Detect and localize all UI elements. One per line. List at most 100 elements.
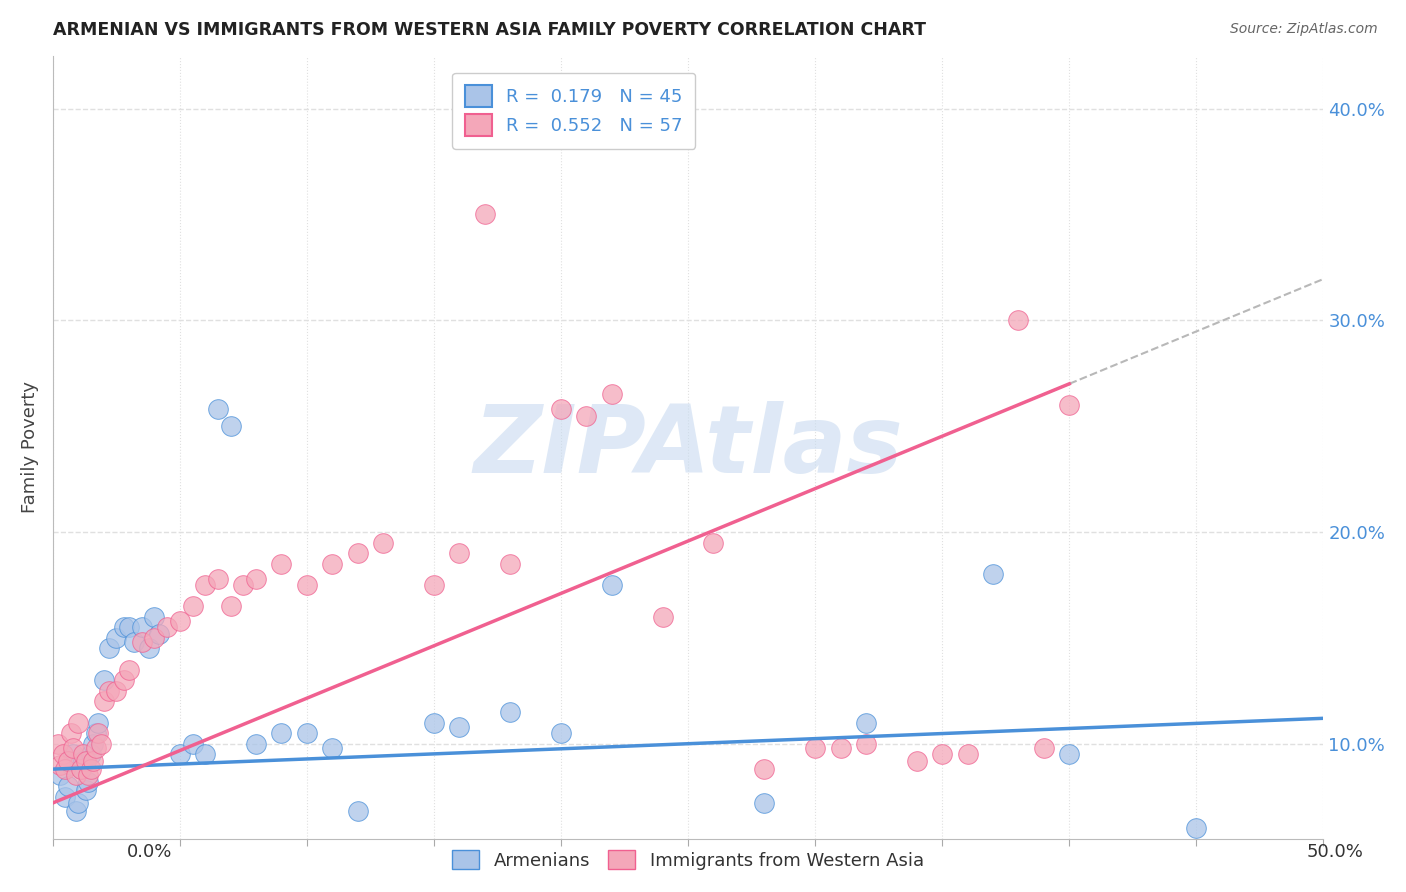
Point	[87, 715, 110, 730]
Point	[474, 207, 496, 221]
Point	[499, 705, 522, 719]
Point	[65, 768, 87, 782]
Point	[651, 609, 673, 624]
Text: 50.0%: 50.0%	[1308, 843, 1364, 861]
Point	[169, 614, 191, 628]
Point	[82, 754, 104, 768]
Point	[194, 747, 217, 762]
Point	[62, 741, 84, 756]
Point	[855, 715, 877, 730]
Point	[55, 762, 77, 776]
Point	[80, 747, 103, 762]
Point	[59, 757, 82, 772]
Point	[156, 620, 179, 634]
Point	[346, 805, 368, 819]
Point	[575, 409, 598, 423]
Point	[804, 741, 827, 756]
Point	[194, 578, 217, 592]
Point	[169, 747, 191, 762]
Point	[1032, 741, 1054, 756]
Point	[49, 768, 72, 782]
Point	[59, 726, 82, 740]
Point	[55, 789, 77, 804]
Point	[321, 741, 343, 756]
Point	[449, 546, 471, 560]
Legend: Armenians, Immigrants from Western Asia: Armenians, Immigrants from Western Asia	[444, 843, 931, 877]
Point	[295, 726, 318, 740]
Point	[449, 720, 471, 734]
Point	[69, 762, 91, 776]
Point	[600, 578, 623, 592]
Point	[270, 557, 292, 571]
Point	[550, 726, 572, 740]
Point	[112, 620, 135, 634]
Point	[87, 726, 110, 740]
Point	[75, 754, 97, 768]
Point	[62, 747, 84, 762]
Point	[1059, 747, 1081, 762]
Point	[105, 631, 128, 645]
Point	[550, 402, 572, 417]
Point	[207, 402, 229, 417]
Point	[67, 796, 90, 810]
Point	[56, 754, 79, 768]
Point	[69, 762, 91, 776]
Point	[93, 694, 115, 708]
Point	[855, 737, 877, 751]
Point	[72, 747, 94, 762]
Point	[65, 805, 87, 819]
Point	[270, 726, 292, 740]
Point	[371, 535, 394, 549]
Point	[84, 726, 107, 740]
Point	[754, 796, 776, 810]
Point	[93, 673, 115, 688]
Point	[67, 715, 90, 730]
Point	[245, 572, 267, 586]
Point	[52, 747, 75, 762]
Point	[75, 783, 97, 797]
Text: 0.0%: 0.0%	[127, 843, 172, 861]
Point	[181, 737, 204, 751]
Point	[72, 754, 94, 768]
Point	[754, 762, 776, 776]
Point	[122, 635, 145, 649]
Point	[830, 741, 852, 756]
Point	[181, 599, 204, 613]
Point	[77, 774, 100, 789]
Point	[82, 737, 104, 751]
Point	[245, 737, 267, 751]
Point	[112, 673, 135, 688]
Point	[143, 609, 166, 624]
Point	[49, 757, 72, 772]
Text: Source: ZipAtlas.com: Source: ZipAtlas.com	[1230, 22, 1378, 37]
Point	[46, 737, 69, 751]
Point	[90, 737, 112, 751]
Point	[138, 641, 160, 656]
Point	[56, 779, 79, 793]
Point	[1185, 822, 1208, 836]
Point	[131, 620, 153, 634]
Point	[118, 620, 141, 634]
Point	[77, 768, 100, 782]
Point	[321, 557, 343, 571]
Point	[702, 535, 724, 549]
Point	[219, 419, 242, 434]
Point	[97, 641, 120, 656]
Point	[232, 578, 254, 592]
Point	[1059, 398, 1081, 412]
Point	[207, 572, 229, 586]
Point	[981, 567, 1004, 582]
Point	[956, 747, 979, 762]
Point	[84, 741, 107, 756]
Text: ZIPAtlas: ZIPAtlas	[474, 401, 903, 493]
Point	[143, 631, 166, 645]
Point	[295, 578, 318, 592]
Point	[499, 557, 522, 571]
Point	[118, 663, 141, 677]
Point	[931, 747, 953, 762]
Text: ARMENIAN VS IMMIGRANTS FROM WESTERN ASIA FAMILY POVERTY CORRELATION CHART: ARMENIAN VS IMMIGRANTS FROM WESTERN ASIA…	[52, 21, 925, 39]
Point	[148, 626, 170, 640]
Point	[131, 635, 153, 649]
Point	[80, 762, 103, 776]
Point	[105, 683, 128, 698]
